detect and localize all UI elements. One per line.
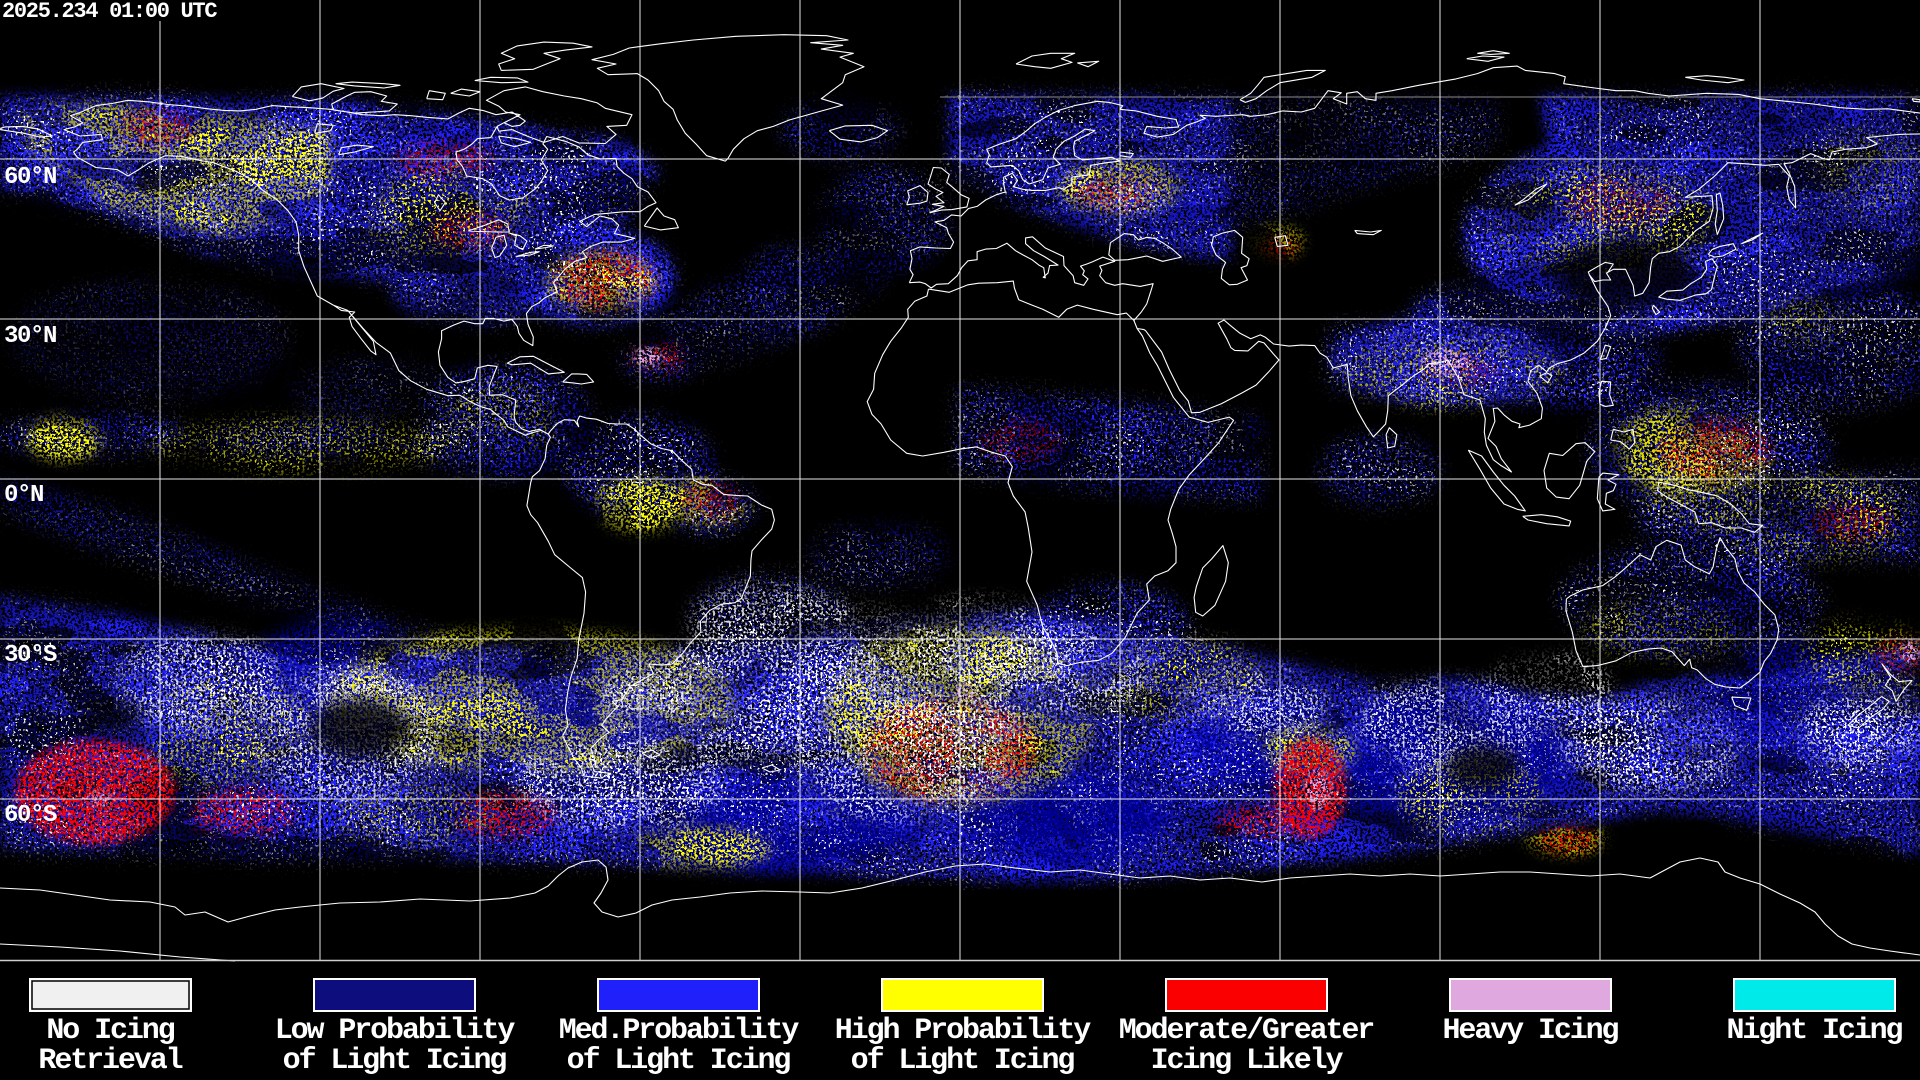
svg-text:of Light Icing: of Light Icing [851, 1044, 1075, 1078]
svg-text:Retrieval: Retrieval [38, 1044, 182, 1078]
svg-text:Icing Likely: Icing Likely [1151, 1044, 1344, 1078]
svg-text:60°S: 60°S [4, 802, 57, 829]
svg-text:Night Icing: Night Icing [1727, 1014, 1903, 1048]
svg-text:Heavy Icing: Heavy Icing [1443, 1014, 1619, 1048]
svg-text:Med.Probability: Med.Probability [559, 1014, 800, 1048]
svg-text:Moderate/Greater: Moderate/Greater [1119, 1014, 1374, 1048]
svg-text:of Light Icing: of Light Icing [283, 1044, 507, 1078]
svg-text:High Probability: High Probability [835, 1014, 1092, 1048]
svg-text:60°N: 60°N [4, 164, 56, 191]
svg-text:No Icing: No Icing [46, 1014, 174, 1048]
svg-text:30°N: 30°N [4, 323, 56, 350]
svg-text:30°S: 30°S [4, 642, 57, 669]
svg-text:2025.234 01:00 UTC: 2025.234 01:00 UTC [2, 0, 217, 24]
svg-text:Low Probability: Low Probability [275, 1014, 516, 1048]
svg-text:of Light Icing: of Light Icing [567, 1044, 791, 1078]
svg-text:0°N: 0°N [4, 482, 43, 509]
